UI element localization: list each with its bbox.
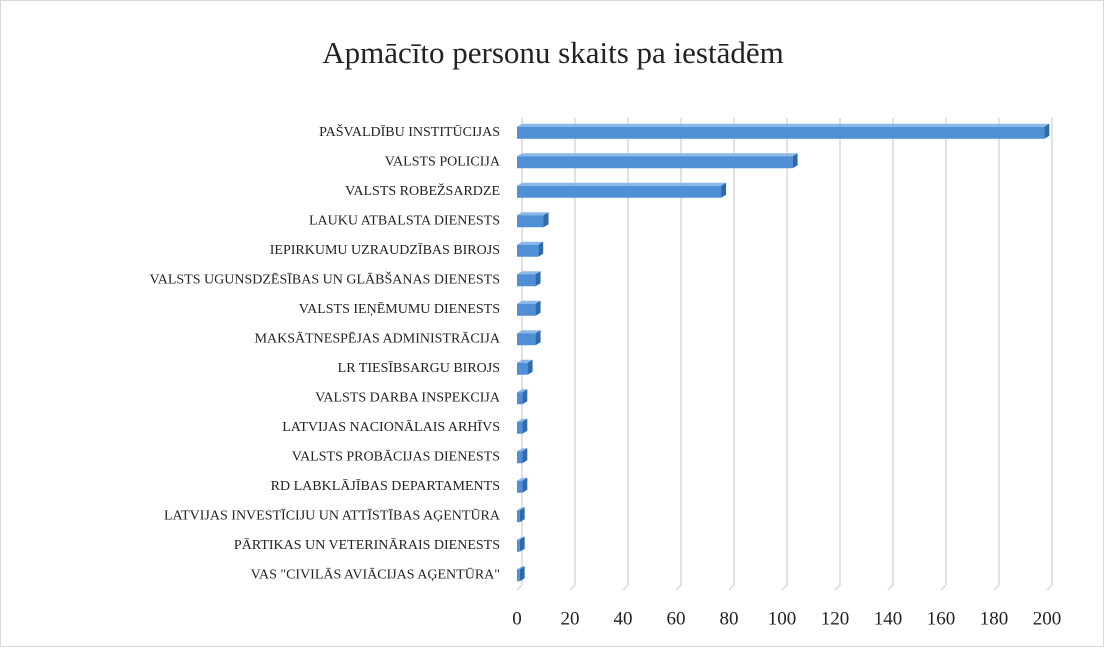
y-tick-label: PĀRTIKAS UN VETERINĀRAIS DIENESTS — [234, 537, 500, 553]
bar-side — [535, 300, 541, 316]
grid-line — [569, 118, 576, 591]
bar-side — [522, 418, 528, 434]
bar-side — [792, 153, 798, 169]
grid-line — [834, 118, 841, 591]
x-tick-label: 0 — [512, 608, 522, 629]
bar-side — [535, 271, 541, 287]
grid-line — [1046, 118, 1053, 591]
bar-top — [517, 182, 727, 186]
grid-line — [728, 118, 735, 591]
y-tick-label: LATVIJAS NACIONĀLAIS ARHĪVS — [282, 419, 500, 435]
y-tick-label: MAKSĀTNESPĒJAS ADMINISTRĀCIJA — [255, 330, 501, 346]
bar-top — [517, 359, 533, 363]
bar — [517, 539, 520, 552]
y-tick-label: VALSTS POLICIJA — [385, 154, 501, 169]
x-tick-label: 160 — [927, 608, 956, 629]
bar — [517, 215, 544, 228]
grid-line — [675, 118, 682, 591]
y-tick-label: LR TIESĪBSARGU BIROJS — [338, 360, 500, 376]
x-tick-label: 100 — [768, 608, 797, 629]
bar — [517, 126, 1045, 139]
chart-title: Apmācīto personu skaits pa iestādēm — [322, 35, 783, 70]
bar — [517, 362, 528, 375]
x-tick-label: 20 — [561, 608, 580, 629]
bar-side — [519, 566, 525, 582]
x-tick-label: 80 — [720, 608, 739, 629]
bar — [517, 303, 536, 316]
bar — [517, 244, 539, 257]
bar-top — [517, 477, 528, 481]
bar-side — [535, 330, 541, 346]
bar-top — [517, 330, 541, 334]
bar-top — [517, 418, 528, 422]
bar-top — [517, 241, 544, 245]
x-tick-label: 180 — [980, 608, 1009, 629]
bar — [517, 185, 722, 198]
x-tick-label: 140 — [874, 608, 903, 629]
grid-line — [940, 118, 947, 591]
bar-side — [543, 212, 549, 228]
bar-side — [519, 536, 525, 552]
y-tick-label: VALSTS UGUNSDZĒSĪBAS UN GLĀBŠANAS DIENES… — [149, 270, 500, 287]
grid-line — [781, 118, 788, 591]
grid-line — [622, 118, 629, 591]
bar-top — [517, 536, 525, 540]
bar-side — [1044, 123, 1050, 139]
bar-top — [517, 566, 525, 570]
y-tick-label: PAŠVALDĪBU INSTITŪCIJAS — [319, 123, 500, 140]
bar — [517, 392, 523, 405]
bar-top — [517, 123, 1050, 127]
bar — [517, 569, 520, 582]
bar-side — [527, 359, 533, 375]
bar — [517, 421, 523, 434]
bar — [517, 510, 520, 523]
bar — [517, 274, 536, 287]
x-tick-label: 200 — [1033, 608, 1062, 629]
bar — [517, 480, 523, 493]
bar — [517, 156, 793, 169]
y-tick-label: VALSTS IEŅĒMUMU DIENESTS — [299, 301, 500, 317]
y-tick-label: VALSTS DARBA INSPEKCIJA — [315, 390, 501, 405]
y-tick-label: LATVIJAS INVESTĪCIJU UN ATTĪSTĪBAS AĢENT… — [164, 507, 501, 523]
x-tick-label: 40 — [614, 608, 633, 629]
bar-side — [522, 389, 528, 405]
bar-side — [522, 477, 528, 493]
grid-line — [993, 118, 1000, 591]
bar-side — [538, 241, 544, 257]
bar-side — [522, 448, 528, 464]
y-tick-label: VALSTS ROBEŽSARDZE — [345, 182, 500, 199]
bar — [517, 333, 536, 346]
y-tick-label: LAUKU ATBALSTA DIENESTS — [309, 213, 500, 228]
bar-top — [517, 389, 528, 393]
y-tick-label: VALSTS PROBĀCIJAS DIENESTS — [292, 448, 500, 464]
bar-top — [517, 271, 541, 275]
bar-top — [517, 212, 549, 216]
bar-top — [517, 300, 541, 304]
bar-side — [721, 182, 727, 198]
bar-side — [519, 507, 525, 523]
x-tick-label: 120 — [821, 608, 850, 629]
x-tick-label: 60 — [667, 608, 686, 629]
y-tick-label: IEPIRKUMU UZRAUDZĪBAS BIROJS — [270, 242, 500, 258]
bar-top — [517, 507, 525, 511]
bar — [517, 451, 523, 464]
grid-line — [887, 118, 894, 591]
bar-top — [517, 448, 528, 452]
y-tick-label: VAS "CIVILĀS AVIĀCIJAS AĢENTŪRA" — [251, 566, 500, 582]
y-tick-label: RD LABKLĀJĪBAS DEPARTAMENTS — [271, 478, 500, 494]
bar-top — [517, 153, 798, 157]
